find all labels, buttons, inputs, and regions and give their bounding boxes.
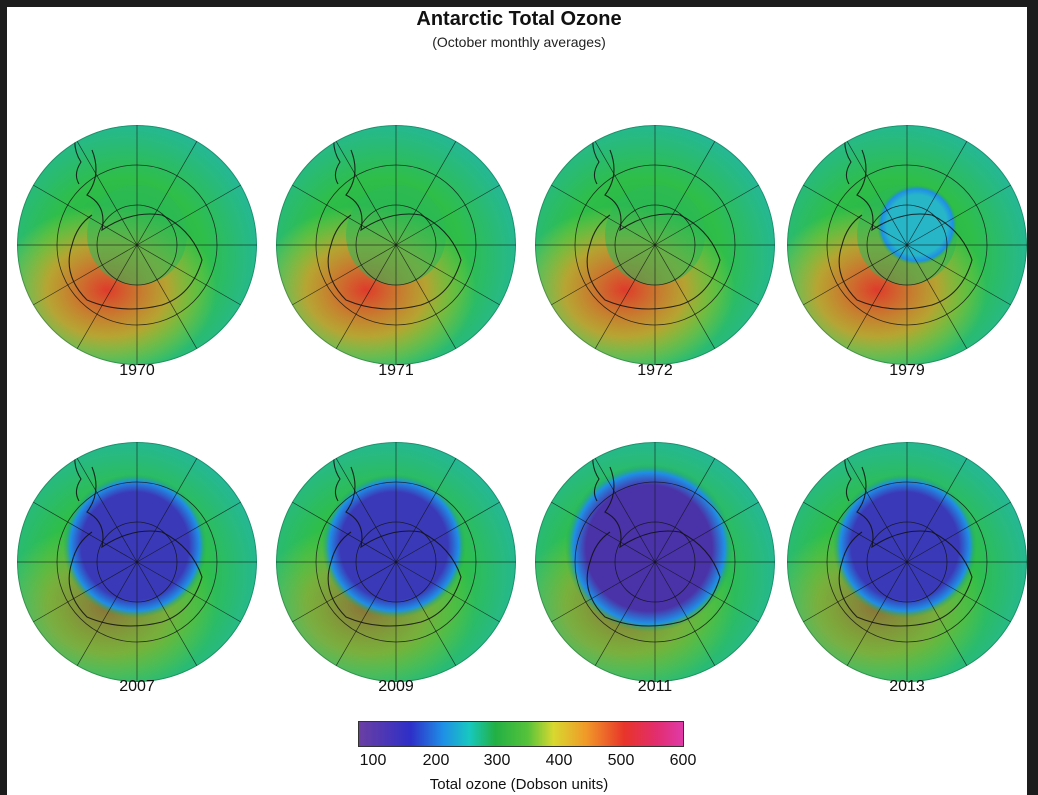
year-label: 1971 bbox=[378, 362, 414, 379]
colorbar-tick: 400 bbox=[545, 752, 573, 769]
colorbar-tick: 200 bbox=[422, 752, 450, 769]
ozone-globe-1971 bbox=[276, 125, 516, 365]
ozone-globe-2011 bbox=[535, 442, 775, 682]
year-label: 1970 bbox=[119, 362, 155, 379]
colorbar-tick: 300 bbox=[483, 752, 511, 769]
colorbar bbox=[358, 721, 684, 747]
figure-title: Antarctic Total Ozone bbox=[416, 8, 622, 30]
ozone-globe-1972 bbox=[535, 125, 775, 365]
ozone-globe-2007 bbox=[17, 442, 257, 682]
year-label: 2009 bbox=[378, 678, 414, 695]
year-label: 1979 bbox=[889, 362, 925, 379]
colorbar-label: Total ozone (Dobson units) bbox=[429, 776, 609, 793]
year-label: 2011 bbox=[637, 678, 673, 695]
ozone-globe-1970 bbox=[17, 125, 257, 365]
colorbar-tick: 600 bbox=[669, 752, 697, 769]
year-label: 2013 bbox=[889, 678, 925, 695]
figure-subtitle: (October monthly averages) bbox=[432, 34, 606, 50]
year-label: 1972 bbox=[637, 362, 673, 379]
ozone-globe-1979 bbox=[787, 125, 1027, 365]
year-label: 2007 bbox=[119, 678, 155, 695]
ozone-globe-2009 bbox=[276, 442, 516, 682]
colorbar-tick: 100 bbox=[359, 752, 387, 769]
ozone-globe-2013 bbox=[787, 442, 1027, 682]
colorbar-tick: 500 bbox=[607, 752, 635, 769]
